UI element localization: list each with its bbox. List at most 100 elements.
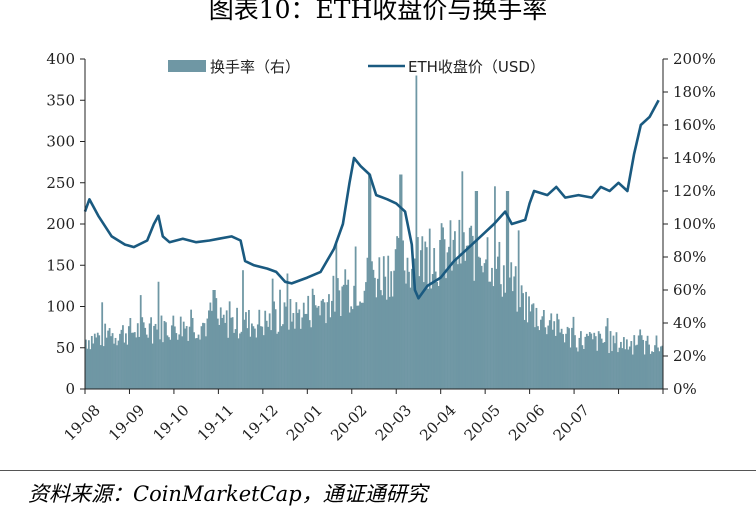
turnover-bar	[485, 259, 487, 389]
turnover-bar	[293, 328, 296, 389]
turnover-bar	[279, 289, 281, 389]
turnover-bar	[249, 336, 252, 389]
turnover-bar	[193, 332, 195, 389]
turnover-bar	[160, 315, 163, 389]
turnover-bar	[98, 335, 101, 389]
turnover-bar	[110, 336, 112, 389]
turnover-bar	[153, 325, 155, 389]
turnover-bar	[419, 250, 422, 389]
turnover-bar	[138, 336, 141, 389]
turnover-bar	[612, 335, 615, 389]
turnover-bar	[253, 328, 256, 389]
turnover-bar	[657, 347, 659, 389]
turnover-bar	[114, 337, 117, 389]
turnover-bar	[446, 252, 449, 389]
turnover-bar	[159, 339, 161, 389]
x-tick-label: 19-12	[238, 401, 281, 444]
turnover-bar	[227, 337, 230, 389]
turnover-bar	[526, 322, 529, 389]
turnover-bar	[122, 325, 124, 389]
turnover-bar	[139, 295, 142, 389]
left-tick-label: 250	[46, 174, 75, 192]
turnover-bar	[205, 336, 207, 389]
turnover-bar	[456, 264, 459, 389]
turnover-bar	[167, 337, 170, 389]
turnover-bar	[545, 334, 548, 389]
turnover-bar	[130, 332, 133, 389]
turnover-bar	[538, 330, 541, 389]
right-tick-label: 40%	[673, 314, 706, 332]
turnover-bar	[406, 257, 409, 389]
turnover-bar	[396, 236, 399, 389]
x-tick-label: 20-01	[283, 401, 326, 444]
turnover-bar	[529, 311, 532, 389]
turnover-bar	[191, 317, 194, 389]
turnover-bar	[108, 328, 111, 389]
turnover-bar	[482, 272, 484, 389]
turnover-bar	[551, 329, 554, 389]
turnover-bar	[277, 331, 280, 389]
turnover-bar	[492, 286, 495, 389]
right-tick-label: 120%	[673, 182, 716, 200]
turnover-bar	[491, 267, 493, 389]
turnover-bar	[577, 351, 579, 389]
turnover-bar	[219, 307, 222, 389]
turnover-bar	[497, 256, 499, 389]
turnover-bar	[363, 290, 366, 389]
turnover-bar	[142, 322, 145, 389]
turnover-bar	[517, 230, 520, 389]
turnover-bar	[418, 276, 421, 389]
turnover-bar	[280, 326, 283, 389]
left-tick-label: 100	[46, 298, 75, 316]
turnover-bar	[194, 338, 197, 389]
left-tick-label: 400	[46, 50, 75, 68]
turnover-bar	[422, 282, 425, 389]
turnover-bar	[408, 271, 410, 389]
turnover-bar	[354, 246, 357, 389]
turnover-bar	[660, 346, 662, 389]
turnover-bar	[557, 319, 560, 389]
turnover-bar	[449, 220, 452, 389]
turnover-bar	[225, 310, 228, 389]
right-tick-label: 160%	[673, 116, 716, 134]
turnover-bar	[397, 237, 400, 389]
turnover-bar	[320, 300, 323, 389]
turnover-bar	[627, 349, 630, 389]
turnover-bar	[511, 291, 514, 389]
turnover-bar	[89, 349, 92, 389]
turnover-bar	[316, 307, 318, 389]
turnover-bar	[95, 337, 98, 389]
turnover-bar	[479, 257, 482, 389]
turnover-bar	[625, 339, 628, 389]
turnover-bar	[341, 286, 344, 389]
turnover-bar	[409, 287, 412, 389]
turnover-bar	[382, 256, 385, 389]
x-tick-label: 19-08	[61, 401, 104, 444]
turnover-bar	[443, 239, 446, 389]
turnover-bar	[581, 345, 584, 389]
turnover-bar	[468, 227, 471, 389]
turnover-bar	[505, 191, 508, 389]
turnover-bar	[240, 331, 243, 389]
turnover-bar	[494, 186, 496, 389]
x-tick-label: 20-07	[550, 401, 593, 444]
turnover-bar	[542, 310, 545, 389]
turnover-bar	[516, 311, 519, 389]
turnover-bar	[256, 324, 259, 389]
turnover-bar	[310, 327, 313, 389]
turnover-bar	[208, 310, 210, 389]
turnover-bar	[351, 309, 354, 389]
turnover-bar	[365, 282, 367, 389]
right-tick-label: 80%	[673, 248, 706, 266]
turnover-bar	[452, 239, 455, 389]
turnover-bar	[169, 339, 172, 389]
turnover-bar	[335, 240, 338, 389]
legend-line-label: ETH收盘价（USD）	[408, 58, 545, 76]
turnover-bar	[372, 269, 375, 389]
turnover-bar	[599, 333, 602, 389]
turnover-bar	[634, 345, 637, 389]
turnover-bar	[428, 228, 431, 389]
turnover-bar	[107, 330, 110, 389]
turnover-bar	[531, 304, 533, 389]
turnover-bar	[541, 316, 544, 389]
